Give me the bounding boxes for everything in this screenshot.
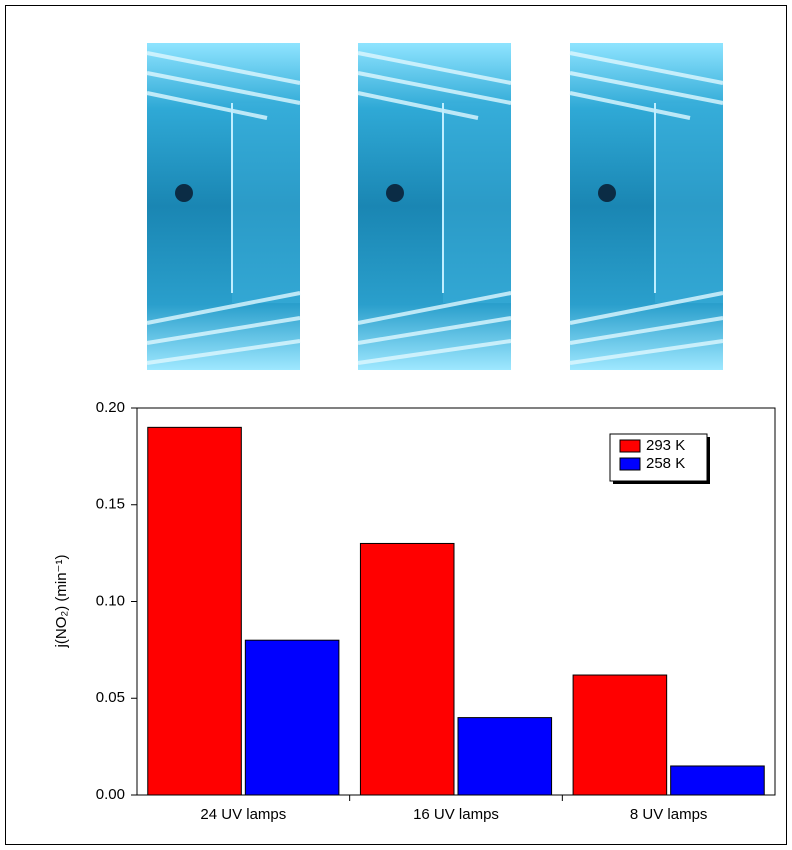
chamber-photo	[570, 43, 723, 370]
legend-label: 293 K	[646, 437, 685, 454]
y-tick-label: 0.10	[96, 592, 125, 609]
legend-shadow	[613, 481, 710, 484]
y-tick-label: 0.20	[96, 399, 125, 416]
bar	[671, 766, 765, 795]
bar	[245, 640, 339, 795]
y-tick-label: 0.05	[96, 689, 125, 706]
x-tick-label: 24 UV lamps	[200, 806, 286, 823]
legend-swatch	[620, 440, 640, 452]
legend-label: 258 K	[646, 455, 685, 472]
bar	[148, 427, 242, 795]
x-tick-label: 16 UV lamps	[413, 806, 499, 823]
y-axis-label: j(NO₂) (min⁻¹)	[53, 555, 70, 649]
chamber-photo	[147, 43, 300, 370]
y-tick-label: 0.00	[96, 786, 125, 803]
y-tick-label: 0.15	[96, 496, 125, 513]
x-tick-label: 8 UV lamps	[630, 806, 708, 823]
bar	[458, 718, 552, 795]
legend-shadow	[707, 437, 710, 484]
chamber-photo	[358, 43, 511, 370]
bar	[573, 675, 667, 795]
bar	[360, 543, 454, 795]
legend-swatch	[620, 458, 640, 470]
figure: j(NO₂) (min⁻¹) 0.00 0.05 0.10 0.15 0.20 24 UV…	[0, 0, 792, 850]
